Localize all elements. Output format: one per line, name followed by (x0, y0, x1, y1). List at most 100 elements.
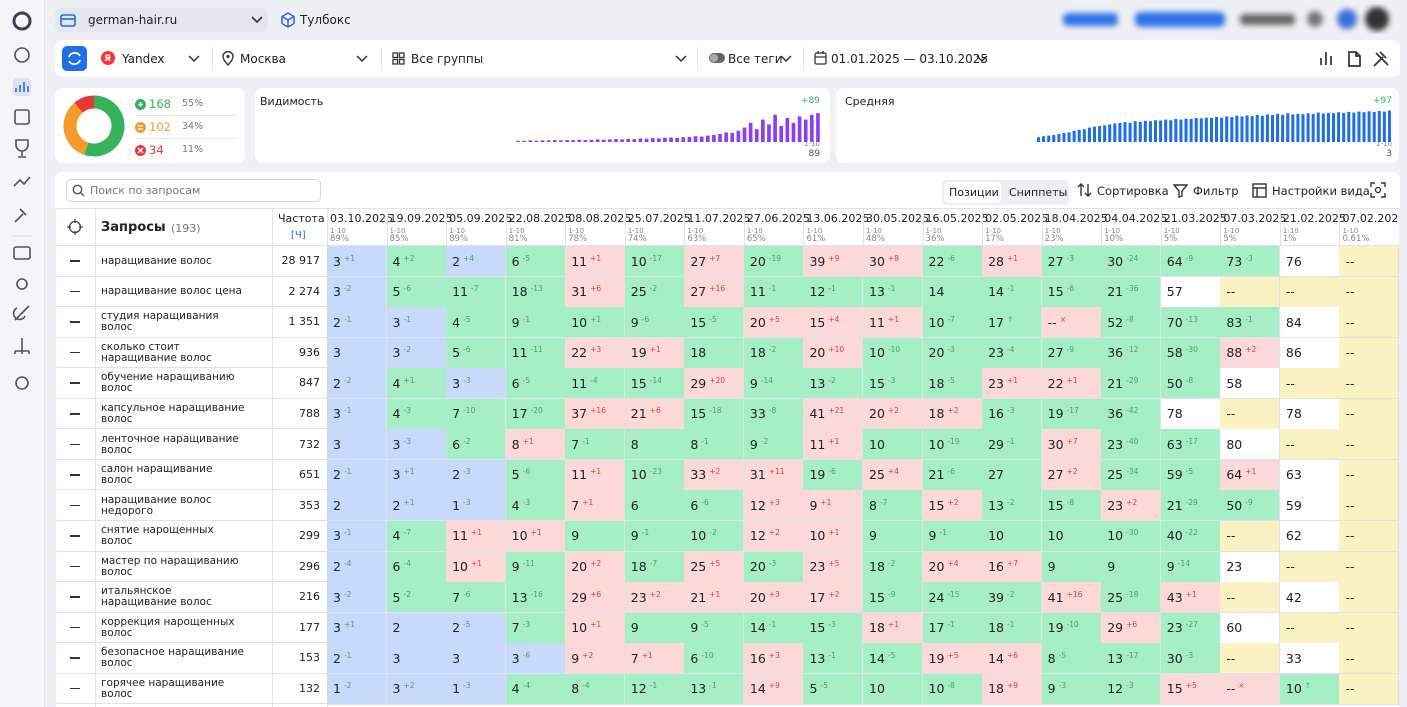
nav-icon[interactable] (13, 176, 31, 187)
engine-select[interactable]: Yandex (122, 52, 165, 66)
nav-icon[interactable] (15, 82, 29, 92)
position-cell: 15 -6 (1041, 276, 1102, 308)
site-select[interactable] (55, 8, 268, 32)
row-handle[interactable] (70, 687, 80, 690)
donut-segment (74, 95, 95, 113)
range-label: 1-10 (1104, 227, 1121, 235)
nav-icon[interactable] (16, 278, 28, 290)
position-cell: 8 (624, 429, 685, 461)
row-handle[interactable] (70, 565, 80, 568)
row-divider (56, 489, 327, 491)
freq-header[interactable]: Частота (278, 212, 325, 225)
date-header[interactable]: 27.06.2025 (746, 212, 810, 225)
date-header[interactable]: 07.03.2025 (1223, 212, 1287, 225)
row-handle[interactable] (70, 260, 80, 262)
groups-select[interactable]: Все группы (411, 52, 484, 66)
position-value: 10 (452, 559, 469, 575)
position-delta: -3 (463, 681, 471, 691)
toolbox-link[interactable]: Тулбокс (300, 13, 351, 27)
position-value: 23 (1107, 436, 1124, 452)
refresh-button[interactable] (62, 46, 87, 71)
bar (1240, 116, 1244, 142)
nav-icon[interactable] (15, 139, 29, 158)
date-header[interactable]: 19.09.2025 (389, 212, 453, 225)
date-range[interactable]: 01.01.2025 — 03.10.2025 (831, 52, 989, 66)
row-handle[interactable] (70, 382, 80, 384)
position-value: 2 (452, 620, 461, 636)
position-delta: +2 (1245, 345, 1257, 355)
position-delta: +2 (649, 589, 661, 599)
bar (1108, 124, 1112, 142)
date-header[interactable]: 16.05.2025 (925, 212, 989, 225)
date-header[interactable]: 02.05.2025 (985, 212, 1049, 225)
date-header[interactable]: 22.08.2025 (508, 212, 572, 225)
position-cell: 41 +21 (803, 398, 864, 430)
row-handle[interactable] (70, 657, 80, 659)
nav-icon[interactable] (14, 338, 30, 354)
region-select[interactable]: Москва (240, 52, 286, 66)
sort-button[interactable]: Сортировка (1097, 184, 1169, 198)
date-header[interactable]: 25.07.2025 (627, 212, 691, 225)
position-value: 37 (571, 406, 588, 422)
filter-actions[interactable] (1316, 49, 1394, 69)
row-handle[interactable] (70, 596, 80, 598)
date-header[interactable]: 07.02.2025 (1342, 212, 1399, 225)
date-header[interactable]: 21.02.2025 (1282, 212, 1346, 225)
position-value: 20 (928, 559, 945, 575)
tab[interactable]: Позиции (949, 186, 999, 199)
current: 89 (808, 149, 820, 159)
view-settings-button[interactable]: Настройки вида (1272, 184, 1370, 198)
position-delta: -8 (1185, 375, 1194, 385)
row-handle[interactable] (70, 626, 80, 629)
bar (1316, 112, 1320, 142)
position-cell: 13 -2 (803, 368, 864, 400)
date-header[interactable]: 30.05.2025 (866, 212, 929, 225)
nav-icon[interactable] (14, 208, 27, 223)
bar (1286, 113, 1290, 142)
position-value: 28 (988, 253, 1005, 269)
nav-icon[interactable] (15, 376, 29, 390)
date-header[interactable]: 03.10.2025 (330, 212, 393, 225)
position-value: 9 (869, 528, 877, 544)
row-handle[interactable] (70, 535, 80, 537)
position-delta: +3 (768, 589, 780, 599)
date-header[interactable]: 11.07.2025 (687, 212, 751, 225)
row-handle[interactable] (70, 474, 80, 476)
nav-icon[interactable] (14, 109, 30, 125)
nav-icon[interactable] (13, 246, 31, 260)
row-handle[interactable] (70, 321, 80, 323)
position-value: -- (1285, 559, 1295, 575)
position-delta: +3 (768, 497, 780, 507)
tags-select[interactable]: Все теги (728, 52, 783, 66)
row-handle[interactable] (70, 351, 80, 354)
column-divider (386, 208, 388, 246)
expand-icon[interactable] (1370, 182, 1386, 198)
position-cell: 10 +1 (565, 307, 626, 339)
row-handle[interactable] (70, 290, 80, 293)
position-cell: 8 -4 (565, 673, 626, 705)
position-value: 1 (452, 681, 461, 697)
position-delta: +5 (1185, 681, 1197, 691)
date-header[interactable]: 08.08.2025 (568, 212, 632, 225)
position-delta: -2 (343, 375, 352, 385)
nav-icon[interactable] (12, 305, 30, 321)
date-header[interactable]: 04.04.2025 (1104, 212, 1168, 225)
date-header[interactable]: 13.06.2025 (806, 212, 870, 225)
date-header[interactable]: 05.09.2025 (449, 212, 513, 225)
position-value: 23 (988, 375, 1005, 391)
row-handle[interactable] (70, 504, 80, 507)
query-text: наращивание волос недорого (101, 493, 212, 517)
nav-icon[interactable] (14, 47, 30, 63)
row-handle[interactable] (70, 413, 80, 415)
nav-active[interactable] (13, 78, 31, 96)
bar (565, 140, 569, 142)
filter-button[interactable]: Фильтр (1193, 184, 1239, 198)
tab[interactable]: Сниппеты (1009, 186, 1068, 199)
date-header[interactable]: 21.03.2025 (1163, 212, 1227, 225)
column-divider (272, 208, 273, 707)
row-handle[interactable] (70, 443, 80, 446)
search-box[interactable] (66, 179, 321, 202)
logo[interactable] (12, 11, 32, 31)
bar (816, 113, 820, 142)
date-header[interactable]: 18.04.2025 (1044, 212, 1108, 225)
